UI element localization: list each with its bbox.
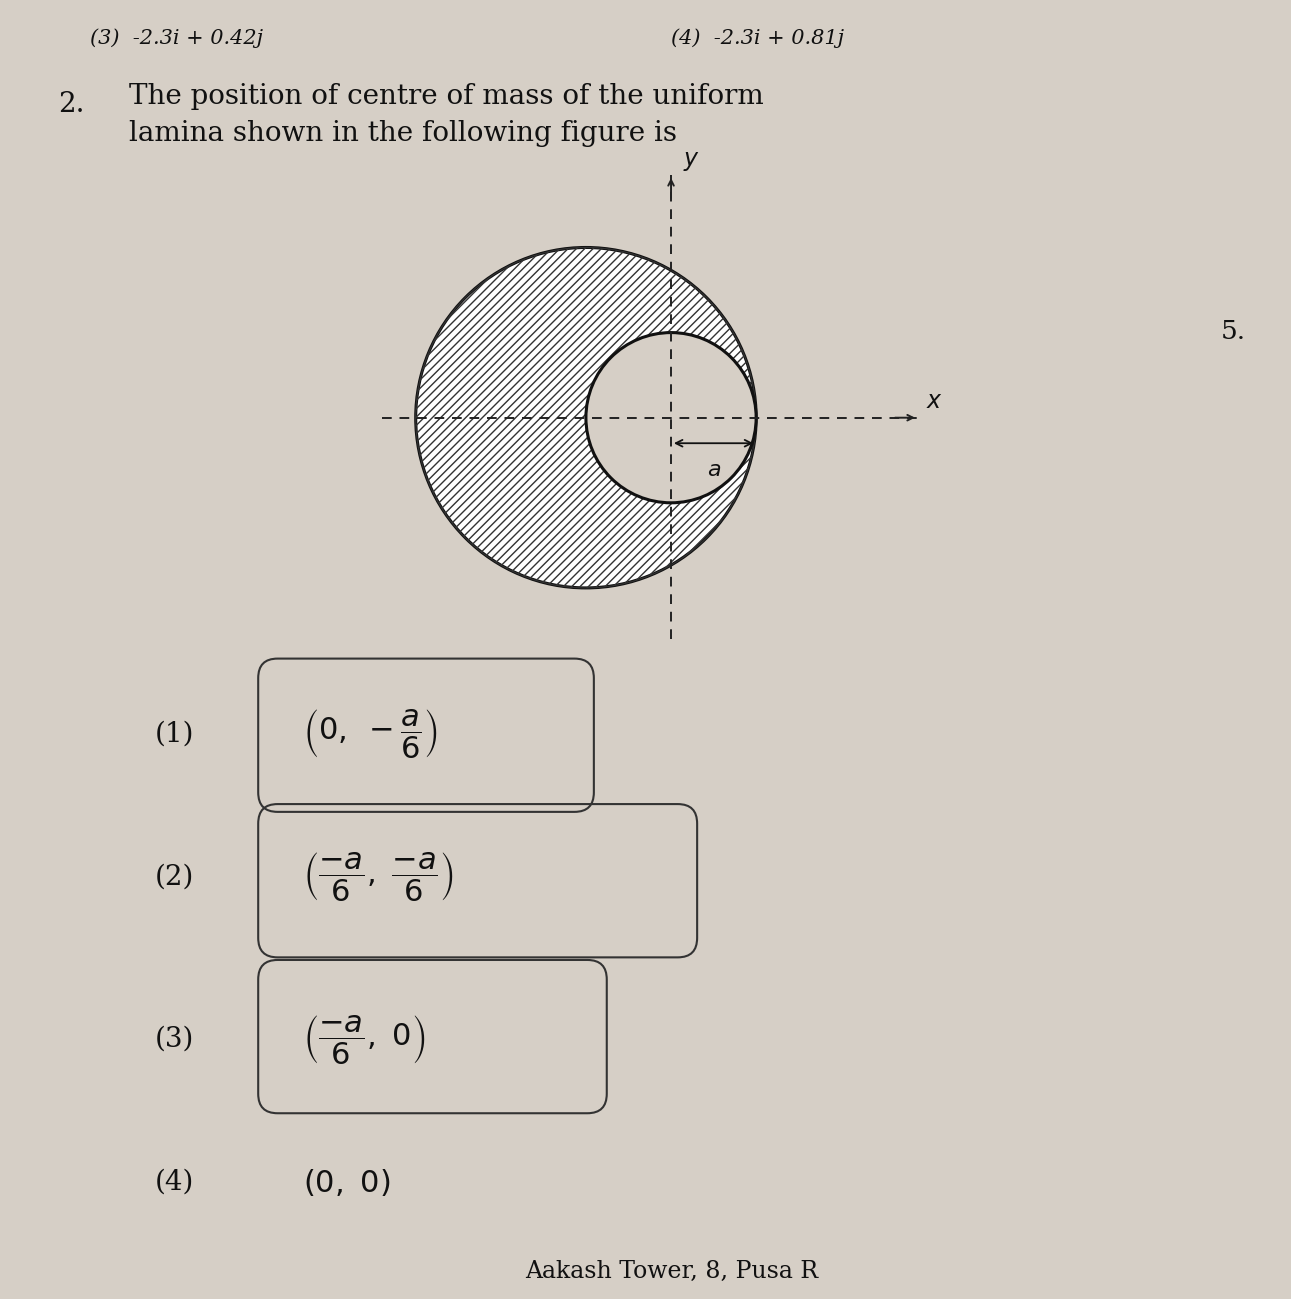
Text: (4)  -2.3i + 0.81j: (4) -2.3i + 0.81j (671, 29, 844, 48)
Text: The position of centre of mass of the uniform: The position of centre of mass of the un… (129, 83, 764, 110)
Text: $\left(\dfrac{-a}{6},\ 0\right)$: $\left(\dfrac{-a}{6},\ 0\right)$ (303, 1013, 426, 1065)
Text: (1): (1) (155, 721, 195, 747)
Text: lamina shown in the following figure is: lamina shown in the following figure is (129, 120, 676, 147)
Text: 2.: 2. (58, 91, 85, 118)
Text: 5.: 5. (1221, 318, 1246, 344)
Text: (2): (2) (155, 864, 194, 890)
Text: $\left(0,\ -\dfrac{a}{6}\right)$: $\left(0,\ -\dfrac{a}{6}\right)$ (303, 708, 438, 760)
Text: $(0,\ 0)$: $(0,\ 0)$ (303, 1167, 391, 1198)
Text: $\left(\dfrac{-a}{6},\ \dfrac{-a}{6}\right)$: $\left(\dfrac{-a}{6},\ \dfrac{-a}{6}\rig… (303, 851, 454, 903)
Text: Aakash Tower, 8, Pusa R: Aakash Tower, 8, Pusa R (524, 1260, 818, 1283)
Text: (3)  -2.3i + 0.42j: (3) -2.3i + 0.42j (90, 29, 263, 48)
Text: y: y (684, 147, 698, 171)
Circle shape (586, 333, 757, 503)
Circle shape (416, 248, 757, 588)
Text: a: a (706, 460, 720, 481)
Text: x: x (927, 390, 940, 413)
Text: (3): (3) (155, 1026, 194, 1052)
Text: (4): (4) (155, 1169, 194, 1195)
